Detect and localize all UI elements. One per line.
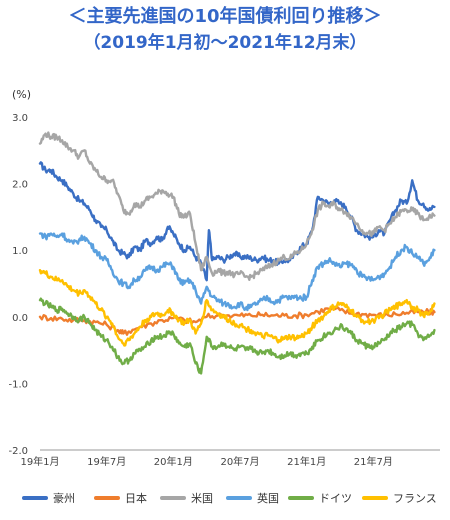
series-line bbox=[38, 306, 436, 336]
y-tick-label: 1.0 bbox=[12, 246, 28, 257]
x-tick-label: 19年1月 bbox=[20, 455, 59, 468]
legend-label: 豪州 bbox=[53, 492, 75, 505]
series-line bbox=[38, 297, 436, 375]
x-tick-label: 19年7月 bbox=[87, 455, 126, 468]
x-tick-label: 21年1月 bbox=[287, 455, 326, 468]
legend-swatch bbox=[226, 496, 252, 500]
line-chart: (%) 3.0 2.0 1.0 0.0 -1.0 -2.019年1月 19年7月 20年1月 20… bbox=[8, 88, 440, 468]
legend-swatch bbox=[362, 496, 388, 500]
legend-swatch bbox=[288, 496, 314, 500]
chart-legend: 豪州 日本 米国 英国 ドイツ フランス bbox=[22, 488, 442, 508]
y-axis-label: (%) bbox=[12, 88, 31, 101]
legend-item: 英国 bbox=[226, 488, 279, 508]
legend-item: 米国 bbox=[160, 488, 213, 508]
legend-item: ドイツ bbox=[288, 488, 352, 508]
series-line bbox=[38, 131, 436, 281]
series-line bbox=[38, 232, 436, 312]
series-line bbox=[38, 161, 436, 282]
y-tick-label: -1.0 bbox=[8, 379, 28, 390]
y-tick-label: 2.0 bbox=[12, 180, 28, 191]
legend-item: 豪州 bbox=[22, 488, 75, 508]
legend-label: フランス bbox=[393, 492, 437, 505]
legend-swatch bbox=[22, 496, 48, 500]
legend-item: 日本 bbox=[94, 488, 147, 508]
legend-label: ドイツ bbox=[319, 492, 352, 505]
y-tick-label: 3.0 bbox=[12, 113, 28, 124]
y-tick-label: 0.0 bbox=[12, 313, 28, 324]
legend-item: フランス bbox=[362, 488, 437, 508]
legend-label: 米国 bbox=[191, 492, 213, 505]
x-tick-label: 20年7月 bbox=[220, 455, 259, 468]
chart-subtitle: （2019年1月初～2021年12月末） bbox=[83, 33, 367, 53]
legend-swatch bbox=[94, 496, 120, 500]
chart-title: ＜主要先進国の10年国債利回り推移＞ bbox=[68, 6, 382, 27]
legend-swatch bbox=[160, 496, 186, 500]
legend-label: 英国 bbox=[257, 492, 279, 505]
legend-label: 日本 bbox=[125, 492, 147, 505]
x-tick-label: 20年1月 bbox=[154, 455, 193, 468]
x-tick-label: 21年7月 bbox=[354, 455, 393, 468]
series-line bbox=[38, 269, 436, 347]
y-tick-label: -2.0 bbox=[8, 446, 28, 457]
